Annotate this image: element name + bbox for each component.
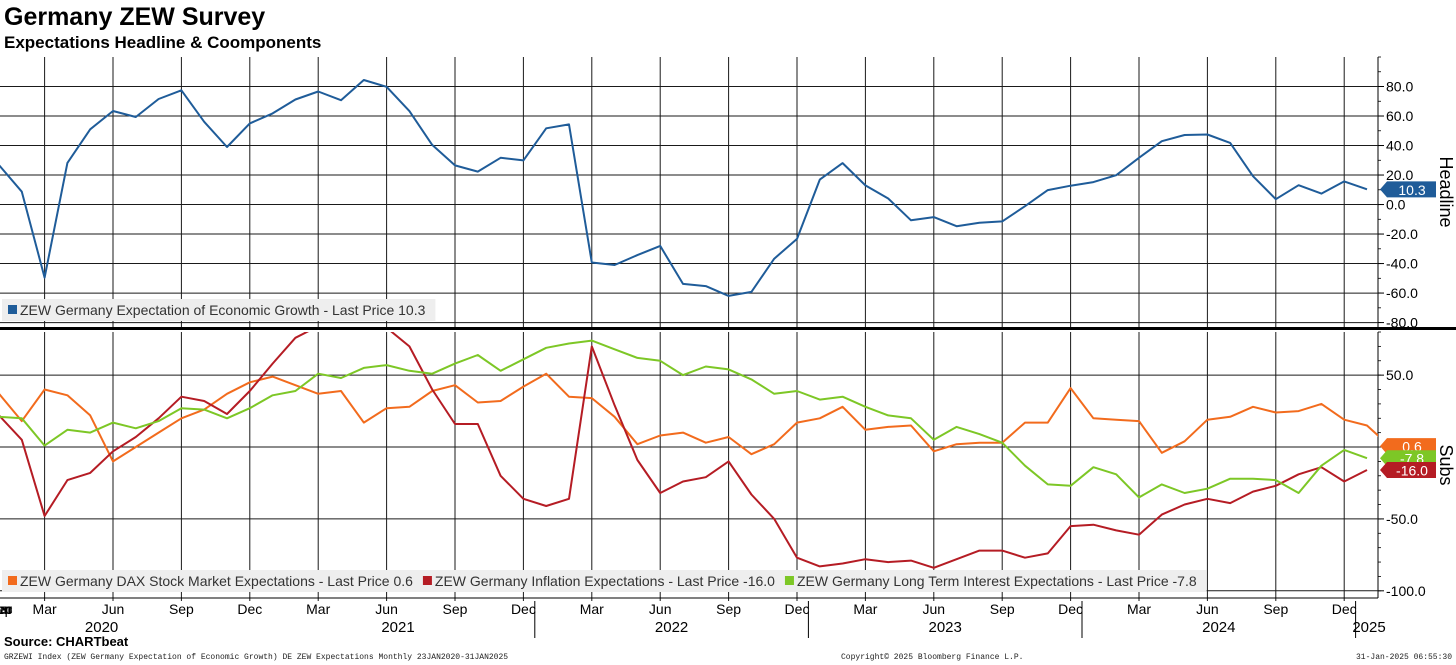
last-value-callout-bottom-0-box — [1380, 438, 1436, 455]
x-month-label-20: Mar — [0, 601, 12, 617]
last-value-callout-top-0-label: 10.3 — [1398, 182, 1425, 198]
y-tick-label: 20.0 — [1386, 167, 1413, 183]
x-year-label-3: 2023 — [929, 619, 962, 636]
last-value-callout-top-0-box — [1380, 181, 1436, 198]
chart-subtitle: Expectations Headline & Coomponents — [4, 33, 322, 52]
x-month-label-18: Sep — [1263, 601, 1288, 617]
x-month-label-22: Sep — [0, 601, 13, 617]
x-month-label-10: Sep — [716, 601, 741, 617]
legend-1: ZEW Germany DAX Stock Market Expectation… — [2, 570, 1207, 592]
chart-title: Germany ZEW Survey — [4, 3, 266, 31]
x-month-label-12: Mar — [853, 601, 877, 617]
footer-copyright: Copyright© 2025 Bloomberg Finance L.P. — [841, 653, 1024, 662]
x-month-label-19: Dec — [1332, 601, 1357, 617]
x-month-label-15: Dec — [1058, 601, 1083, 617]
x-year-label-4: 2024 — [1202, 619, 1235, 636]
footer-timestamp: 31-Jan-2025 06:55:30 — [1355, 653, 1452, 662]
x-month-label-17: Jun — [1196, 601, 1219, 617]
series-line-1-0 — [0, 372, 1378, 463]
x-month-label-9: Jun — [649, 601, 672, 617]
y-tick-label: -40.0 — [1386, 256, 1418, 272]
x-month-label-8: Mar — [580, 601, 604, 617]
x-month-label-5: Jun — [375, 601, 398, 617]
x-month-label-1: Jun — [102, 601, 125, 617]
x-month-label-21: Jun — [0, 601, 11, 617]
source-note: Source: CHARTbeat — [4, 634, 129, 649]
legend-bg — [2, 299, 436, 321]
legend-0: ZEW Germany Expectation of Economic Grow… — [2, 299, 436, 321]
y-tick-label: -80.0 — [1386, 315, 1418, 331]
legend-bg — [2, 570, 1207, 592]
legend-label-2: ZEW Germany Long Term Interest Expectati… — [797, 573, 1197, 589]
y-tick-label: -100.0 — [1386, 583, 1426, 599]
x-month-label-23: Dec — [0, 601, 12, 617]
y-tick-label: 80.0 — [1386, 79, 1413, 95]
legend-label-0: ZEW Germany Expectation of Economic Grow… — [20, 302, 426, 318]
y-tick-label: -50.0 — [1386, 511, 1418, 527]
x-month-label-7: Dec — [511, 601, 536, 617]
y-tick-label: 60.0 — [1386, 108, 1413, 124]
series-line-0-0 — [0, 79, 1368, 297]
y-tick-label: 50.0 — [1386, 367, 1413, 383]
footer-description: GRZEWI Index (ZEW Germany Expectation of… — [4, 653, 509, 662]
x-month-label-13: Jun — [923, 601, 946, 617]
x-month-label-14: Sep — [990, 601, 1015, 617]
x-month-label-6: Sep — [443, 601, 468, 617]
y-tick-label: -60.0 — [1386, 285, 1418, 301]
legend-swatch-0 — [8, 576, 17, 585]
x-year-label-5: 2025 — [1352, 619, 1385, 636]
last-value-callout-bottom-2-label: -16.0 — [1396, 463, 1428, 479]
series-line-1-1 — [0, 332, 1368, 569]
x-month-label-0: Mar — [33, 601, 57, 617]
x-month-label-16: Mar — [1127, 601, 1151, 617]
x-month-label-11: Dec — [785, 601, 810, 617]
legend-label-0: ZEW Germany DAX Stock Market Expectation… — [20, 573, 413, 589]
legend-swatch-1 — [422, 576, 432, 585]
x-month-label-2: Sep — [169, 601, 194, 617]
legend-swatch-0 — [8, 305, 17, 314]
legend-label-1: ZEW Germany Inflation Expectations - Las… — [435, 573, 775, 589]
legend-swatch-2 — [784, 576, 794, 585]
series-line-1-2 — [0, 339, 1368, 499]
y-tick-label: -20.0 — [1386, 226, 1418, 242]
axis-title-0: Headline — [1436, 156, 1456, 227]
x-year-label-2: 2022 — [655, 619, 688, 636]
y-tick-label: 0.0 — [1386, 197, 1406, 213]
last-value-callout-bottom-2-box — [1380, 462, 1436, 479]
y-tick-label: 40.0 — [1386, 138, 1413, 154]
axis-title-1: Subs — [1436, 444, 1456, 485]
x-year-label-0: 2020 — [85, 619, 118, 636]
x-year-label-1: 2021 — [381, 619, 414, 636]
x-month-label-3: Dec — [237, 601, 262, 617]
x-month-label-4: Mar — [306, 601, 330, 617]
